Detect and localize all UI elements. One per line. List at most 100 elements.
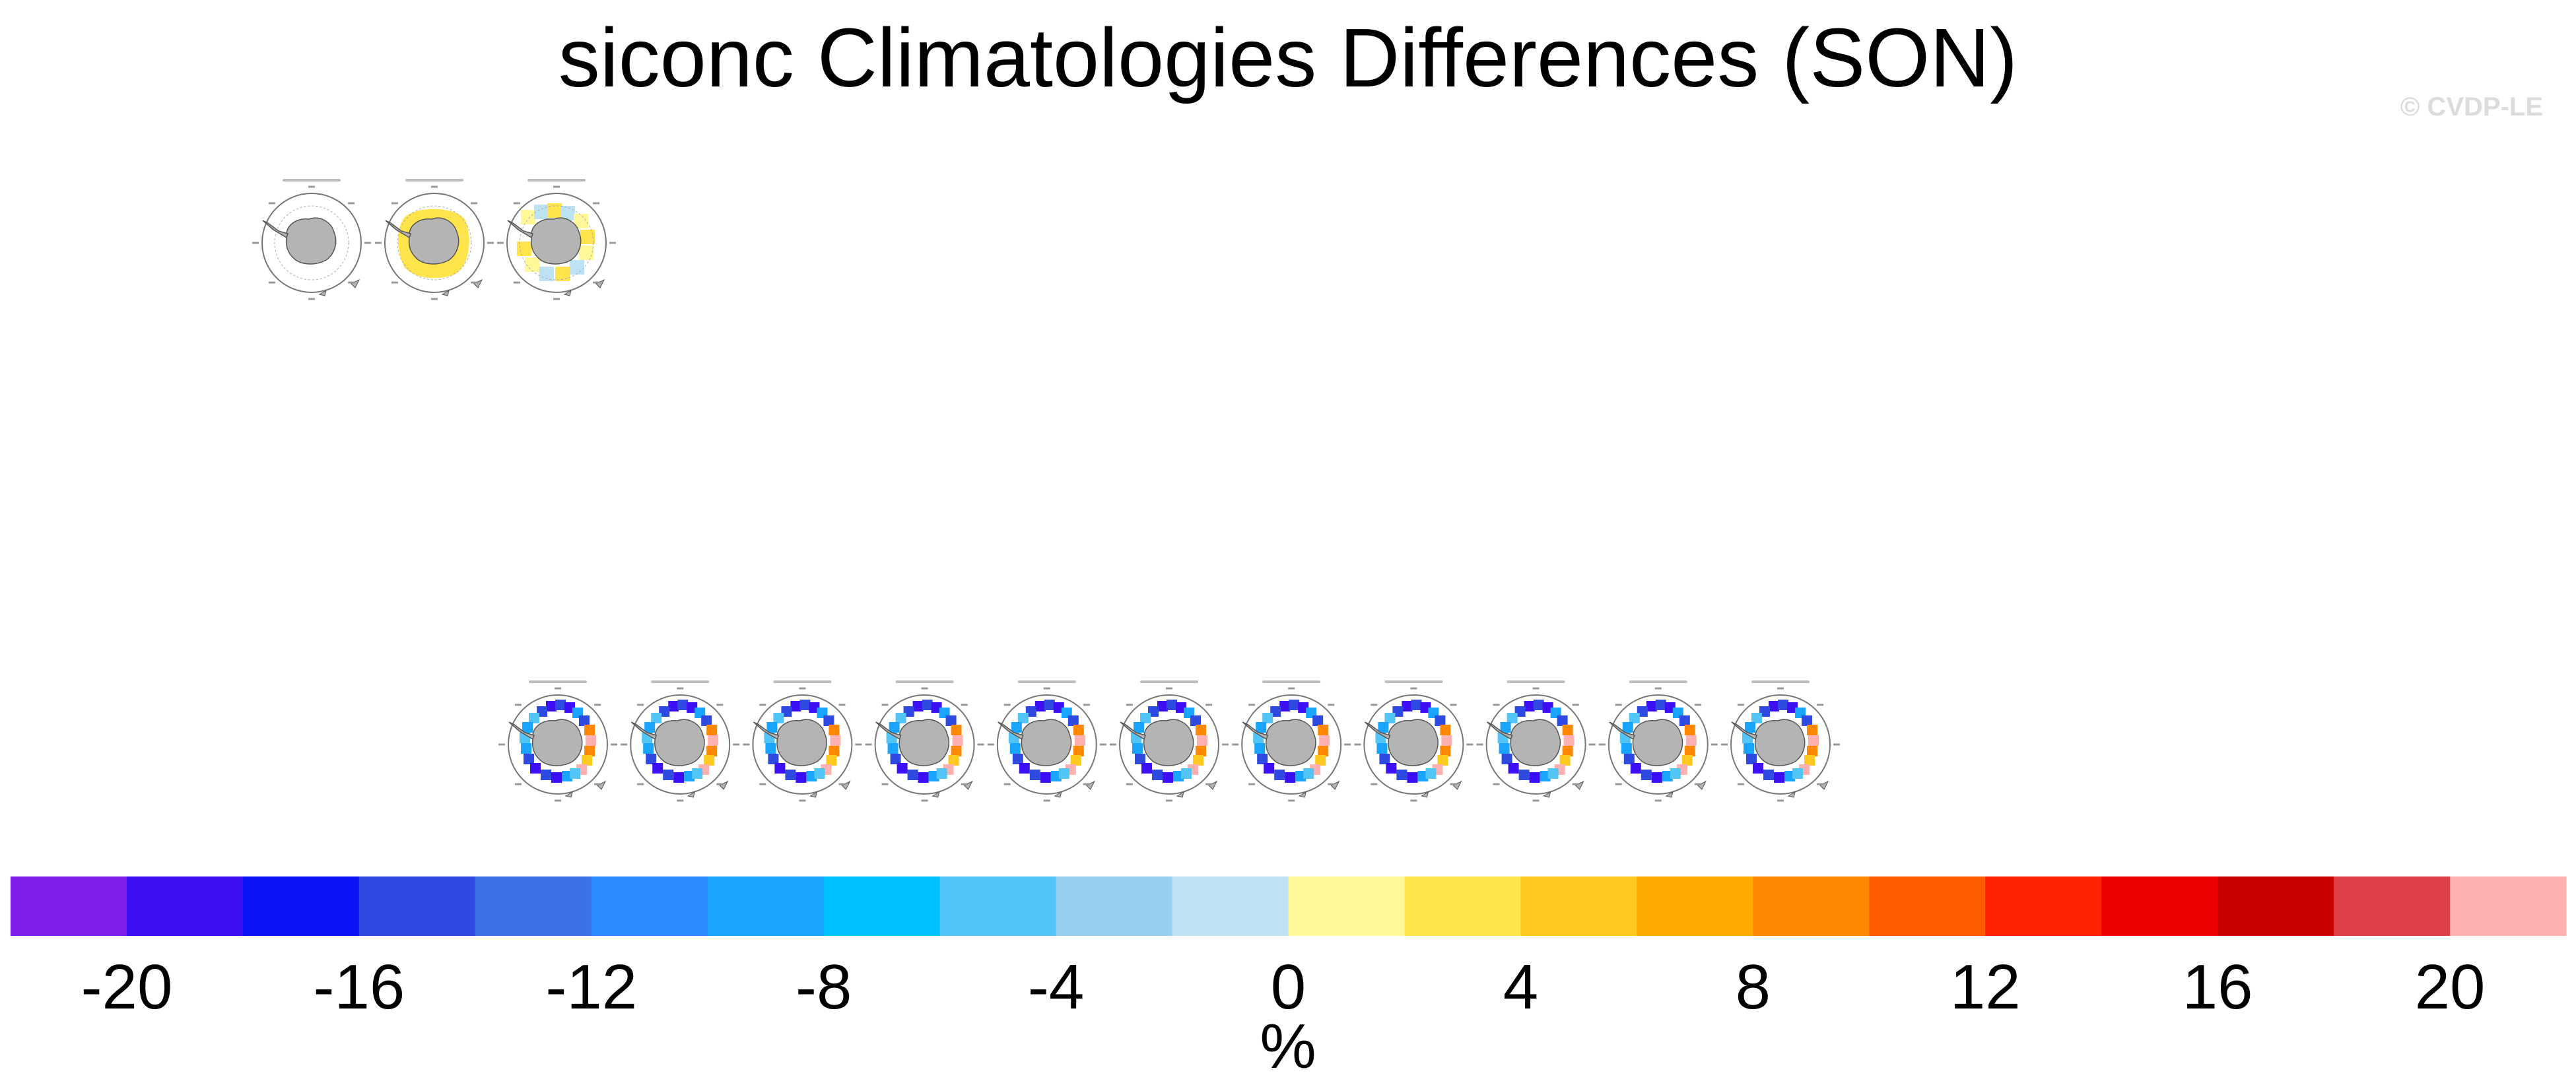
map-panel xyxy=(498,680,617,802)
colorbar-box xyxy=(126,876,244,936)
colorbar-box xyxy=(2218,876,2334,936)
colorbar-tick-label: -8 xyxy=(796,952,852,1022)
australia-tip xyxy=(1697,780,1707,790)
africa-tip xyxy=(318,289,327,296)
colorbar-tick-label: 8 xyxy=(1736,952,1771,1022)
longitude-tick-mark xyxy=(1694,704,1701,706)
sea-ice-difference-cell xyxy=(701,715,712,726)
sea-ice-difference-cell xyxy=(1384,713,1396,723)
sea-ice-difference-cell xyxy=(708,735,719,746)
longitude-tick-mark xyxy=(759,783,766,785)
sea-ice-difference-cell xyxy=(1562,725,1573,735)
colorbar-box xyxy=(2334,876,2451,936)
sea-ice-difference-cell xyxy=(945,715,957,726)
longitude-tick-mark xyxy=(716,704,724,706)
latitude-circle xyxy=(519,205,594,281)
sea-ice-difference-cell xyxy=(1044,700,1055,710)
colorbar-box xyxy=(1172,876,1289,936)
australia-tip xyxy=(963,780,973,790)
longitude-tick-mark xyxy=(364,242,371,244)
longitude-tick-mark xyxy=(555,799,561,802)
australia-tip xyxy=(1452,780,1462,790)
longitude-tick-mark xyxy=(1371,783,1378,785)
longitude-tick-mark xyxy=(1003,704,1011,706)
sea-ice-difference-cell xyxy=(951,746,962,756)
sea-ice-difference-cell xyxy=(706,725,718,735)
sea-ice-difference-cell xyxy=(1376,743,1388,754)
sea-ice-difference-cell xyxy=(1440,725,1451,735)
sea-ice-difference-cell xyxy=(1402,701,1413,711)
sea-ice-difference-cell xyxy=(1630,763,1641,774)
longitude-tick-mark xyxy=(268,281,275,284)
sea-ice-difference-cell xyxy=(887,743,898,754)
longitude-tick-mark xyxy=(1043,799,1050,802)
longitude-tick-mark xyxy=(1572,783,1579,785)
colorbar-box xyxy=(591,876,708,936)
longitude-tick-mark xyxy=(1493,783,1500,785)
sea-ice-difference-cell xyxy=(1563,735,1575,746)
longitude-tick-mark xyxy=(1410,687,1417,690)
antarctica-landmass xyxy=(530,217,582,265)
longitude-tick-mark xyxy=(1083,704,1090,706)
sea-ice-difference-cell xyxy=(1808,735,1819,746)
sea-ice-difference-cell xyxy=(1559,755,1571,766)
longitude-tick-mark xyxy=(308,298,315,300)
map-panel xyxy=(1232,680,1351,802)
sea-ice-difference-cell xyxy=(1318,725,1329,735)
longitude-tick-mark xyxy=(1711,743,1718,746)
longitude-tick-mark xyxy=(252,242,259,244)
sea-ice-difference-cell xyxy=(1040,772,1051,783)
sea-ice-difference-cell xyxy=(830,735,841,746)
sea-ice-difference-cell xyxy=(1289,700,1300,710)
panel-caption-mark xyxy=(651,680,710,683)
africa-tip xyxy=(564,791,573,798)
africa-tip xyxy=(1787,791,1796,798)
colorbar-tick-labels: -20 -16 -12 -8 -4 0 4 8 12 16 20 xyxy=(81,952,2486,1022)
africa-tip xyxy=(1298,791,1306,798)
sea-ice-difference-cell xyxy=(1134,722,1144,733)
sea-ice-difference-cell xyxy=(546,701,557,711)
sea-ice-difference-cell xyxy=(644,722,656,733)
antarctica-landmass xyxy=(1632,719,1683,766)
sea-ice-difference-cell xyxy=(1167,700,1177,710)
longitude-tick-mark xyxy=(1833,743,1840,746)
sea-ice-difference-cell xyxy=(1034,701,1046,711)
longitude-tick-mark xyxy=(838,783,846,785)
sea-ice-difference-cell xyxy=(1073,725,1084,735)
longitude-tick-mark xyxy=(1694,783,1701,785)
map-panel xyxy=(1476,680,1596,802)
sea-ice-difference-cell xyxy=(1769,701,1779,711)
colorbar-box xyxy=(823,876,941,936)
antarctica-landmass xyxy=(654,719,705,766)
sea-ice-difference-cell xyxy=(1621,743,1632,754)
colorbar-box xyxy=(1985,876,2102,936)
colorbar-box xyxy=(1404,876,1522,936)
longitude-tick-mark xyxy=(1615,783,1622,785)
longitude-tick-mark xyxy=(1817,704,1824,706)
longitude-tick-mark xyxy=(555,687,561,690)
longitude-tick-mark xyxy=(1205,783,1213,785)
longitude-tick-mark xyxy=(348,281,355,284)
longitude-tick-mark xyxy=(1232,743,1239,746)
sea-ice-difference-cell xyxy=(582,755,592,766)
sea-ice-difference-cell xyxy=(529,713,539,723)
colorbar-tick-label: -12 xyxy=(545,952,637,1022)
antarctica-landmass xyxy=(1021,719,1072,766)
colorbar-box xyxy=(1288,876,1406,936)
longitude-tick-mark xyxy=(1248,704,1256,706)
sea-ice-difference-cell xyxy=(1058,768,1069,779)
sea-ice-difference-cell xyxy=(1778,700,1788,710)
sea-ice-difference-cell xyxy=(579,246,593,260)
antarctica-landmass xyxy=(898,719,949,766)
sea-ice-difference-cell xyxy=(823,715,834,726)
sea-ice-difference-cell xyxy=(790,701,801,711)
sea-ice-difference-cell xyxy=(1196,746,1206,756)
sea-ice-difference-cell xyxy=(1009,743,1021,754)
sea-ice-difference-cell xyxy=(1792,768,1803,779)
longitude-tick-mark xyxy=(513,281,520,284)
australia-tip xyxy=(841,780,851,790)
longitude-tick-mark xyxy=(553,298,560,300)
colorbar-box xyxy=(242,876,360,936)
sea-ice-difference-cell xyxy=(525,257,539,272)
longitude-tick-mark xyxy=(677,799,684,802)
